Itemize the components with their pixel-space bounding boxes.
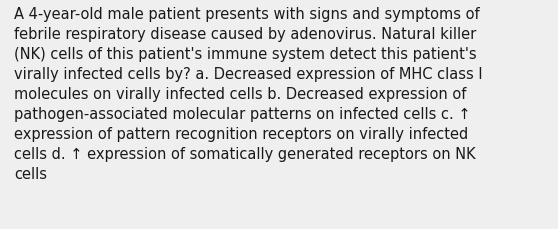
Text: A 4-year-old male patient presents with signs and symptoms of
febrile respirator: A 4-year-old male patient presents with … <box>14 7 483 181</box>
